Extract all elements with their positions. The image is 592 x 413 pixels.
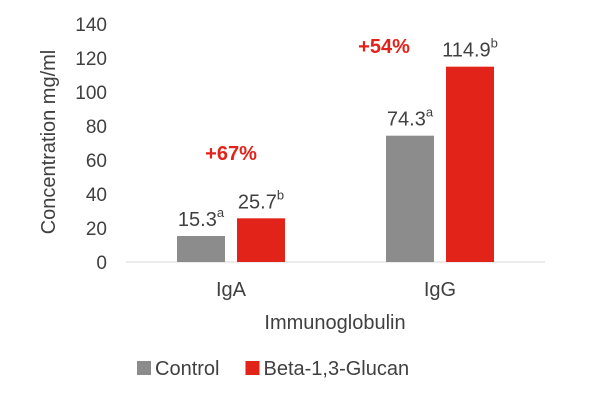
data-label: 74.3a (387, 105, 434, 131)
bar (177, 235, 225, 262)
y-tick-label: 0 (96, 253, 107, 274)
x-axis-title: Immunoglobulin (264, 312, 405, 334)
y-tick-label: 40 (86, 185, 107, 206)
x-category-label: IgA (216, 279, 247, 301)
y-tick-label: 80 (86, 117, 107, 138)
legend-swatch (137, 361, 151, 375)
x-axis-categories: IgA IgG (216, 279, 456, 301)
legend-swatch (245, 361, 260, 375)
y-tick-label: 140 (75, 15, 107, 36)
y-axis-ticks: 0 20 40 60 80 100 120 140 (75, 15, 107, 274)
data-labels: 15.3a 25.7b 74.3a 114.9b (178, 36, 498, 231)
y-axis-title: Concentration mg/ml (38, 50, 60, 235)
bar (386, 135, 434, 262)
data-label: 25.7b (238, 187, 284, 213)
bar (446, 66, 494, 262)
y-tick-label: 20 (86, 219, 107, 240)
annotations: +67% +54% (205, 36, 410, 165)
legend: Control Beta-1,3-Glucan (137, 358, 409, 380)
legend-label: Beta-1,3-Glucan (263, 358, 409, 380)
data-label: 114.9b (442, 36, 498, 62)
y-tick-label: 120 (75, 49, 107, 70)
percent-change-annotation: +54% (358, 36, 410, 58)
data-label: 15.3a (178, 205, 225, 231)
x-category-label: IgG (424, 279, 456, 301)
legend-label: Control (155, 358, 219, 380)
y-tick-label: 100 (75, 83, 107, 104)
bars (177, 66, 494, 262)
bar (237, 218, 285, 262)
y-tick-label: 60 (86, 151, 107, 172)
percent-change-annotation: +67% (205, 143, 257, 165)
